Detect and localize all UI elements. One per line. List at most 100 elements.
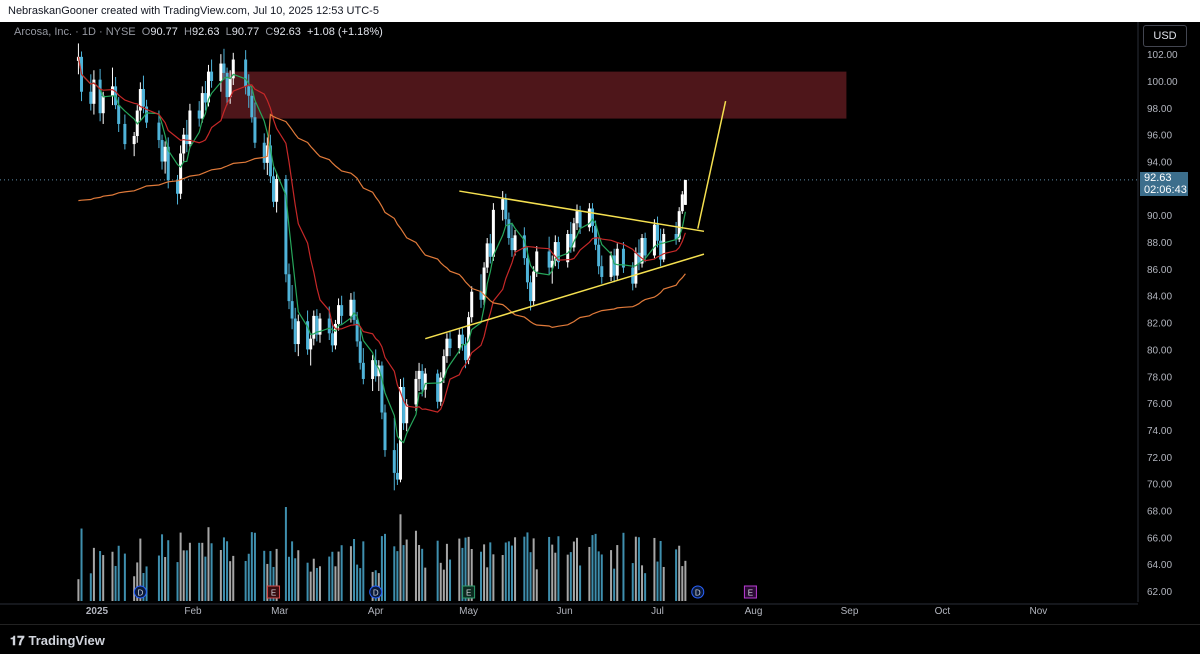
volume-bar	[414, 530, 417, 601]
volume-bar	[250, 532, 253, 601]
volume-bar	[337, 551, 340, 601]
symbol-name: Arcosa, Inc. · 1D · NYSE	[14, 26, 136, 38]
bar-countdown: 02:06:43	[1144, 184, 1187, 196]
open-label: O	[141, 26, 151, 38]
volume-bar	[353, 538, 356, 601]
volume-bar	[284, 507, 287, 601]
y-tick-label: 88.00	[1147, 238, 1172, 249]
earnings-marker[interactable]: E	[743, 585, 757, 599]
volume-bar	[167, 540, 170, 601]
marker-label: D	[137, 589, 143, 598]
currency-button[interactable]: USD	[1143, 25, 1187, 47]
ma-mid-line	[77, 56, 686, 413]
volume-bar	[89, 573, 92, 601]
volume-bar	[557, 536, 560, 601]
earnings-marker[interactable]: E	[462, 585, 476, 599]
candle-body	[163, 146, 167, 162]
candle-body	[228, 78, 232, 98]
volume-bar	[309, 571, 312, 601]
ma-fast-line	[77, 56, 686, 444]
volume-bar	[461, 547, 464, 601]
volume-bar	[507, 541, 510, 601]
dividend-marker-shape	[369, 585, 383, 599]
volume-bar	[684, 560, 687, 601]
candle-body	[522, 235, 526, 259]
volume-bar	[331, 551, 334, 601]
dividend-marker[interactable]: D	[691, 585, 705, 599]
candle-body	[185, 134, 189, 145]
dividend-marker[interactable]: D	[133, 585, 147, 599]
candle-body	[222, 63, 226, 73]
volume-bar	[102, 555, 105, 601]
volume-bar	[204, 556, 207, 601]
volume-bar	[675, 549, 678, 601]
candle-body	[501, 199, 505, 210]
volume-bar	[92, 547, 95, 601]
close-value: 92.63	[273, 26, 301, 38]
candle-body	[349, 299, 353, 316]
candle-body	[287, 274, 291, 302]
trendline	[459, 190, 705, 233]
high-label: H	[184, 26, 192, 38]
price-chart[interactable]: 102.00100.0098.0096.0094.0092.0090.0088.…	[0, 22, 1200, 624]
candle-body	[296, 321, 300, 345]
earnings-marker[interactable]: E	[267, 585, 281, 599]
candle-body	[179, 153, 183, 194]
candle-body	[572, 223, 576, 248]
candle-body	[507, 219, 511, 239]
low-label: L	[225, 26, 232, 38]
volume-bar	[634, 536, 637, 601]
candle-body	[395, 472, 399, 480]
y-tick-label: 98.00	[1147, 104, 1172, 115]
candle-body	[482, 267, 486, 300]
marker-label: E	[466, 589, 471, 598]
candle-body	[405, 404, 409, 424]
volume-bar	[188, 542, 191, 601]
volume-bar	[600, 554, 603, 601]
candle-body	[423, 373, 427, 390]
tradingview-logo[interactable]: 𝟏𝟕 TradingView	[10, 633, 105, 649]
volume-bar	[637, 537, 640, 601]
y-tick-label: 70.00	[1147, 480, 1172, 491]
x-tick-label: Aug	[745, 606, 763, 617]
dividend-marker-shape	[691, 585, 705, 599]
volume-bar	[349, 546, 352, 601]
volume-bar	[644, 573, 647, 601]
y-tick-label: 68.00	[1147, 506, 1172, 517]
volume-bar	[222, 537, 225, 601]
y-tick-label: 84.00	[1147, 292, 1172, 303]
volume-bar	[405, 539, 408, 601]
candle-body	[333, 323, 337, 346]
volume-bar	[548, 536, 551, 601]
candle-body	[92, 79, 96, 104]
volume-bar	[588, 546, 591, 601]
candle-body	[615, 248, 619, 276]
candle-body	[652, 224, 656, 256]
candle-body	[309, 338, 313, 350]
volume-bar	[486, 567, 489, 601]
volume-bar	[399, 514, 402, 601]
candle-body	[398, 387, 402, 480]
y-tick-label: 94.00	[1147, 158, 1172, 169]
volume-bar	[470, 548, 473, 601]
volume-bar	[418, 545, 421, 601]
candle-body	[594, 225, 598, 245]
volume-bar	[554, 552, 557, 601]
candle-body	[640, 238, 644, 264]
candle-body	[197, 110, 201, 119]
candle-body	[677, 211, 681, 240]
candle-body	[566, 234, 570, 263]
candle-body	[460, 334, 464, 345]
projection-line	[697, 100, 727, 229]
earnings-marker-shape	[267, 585, 281, 599]
volume-bar	[535, 569, 538, 601]
earnings-marker-shape	[743, 585, 757, 599]
volume-bar	[492, 554, 495, 601]
volume-bar	[297, 550, 300, 601]
volume-bar	[117, 545, 120, 601]
x-tick-label: Jul	[651, 606, 664, 617]
candle-body	[597, 244, 601, 267]
volume-bar	[483, 544, 486, 601]
candle-body	[402, 387, 406, 424]
dividend-marker[interactable]: D	[369, 585, 383, 599]
